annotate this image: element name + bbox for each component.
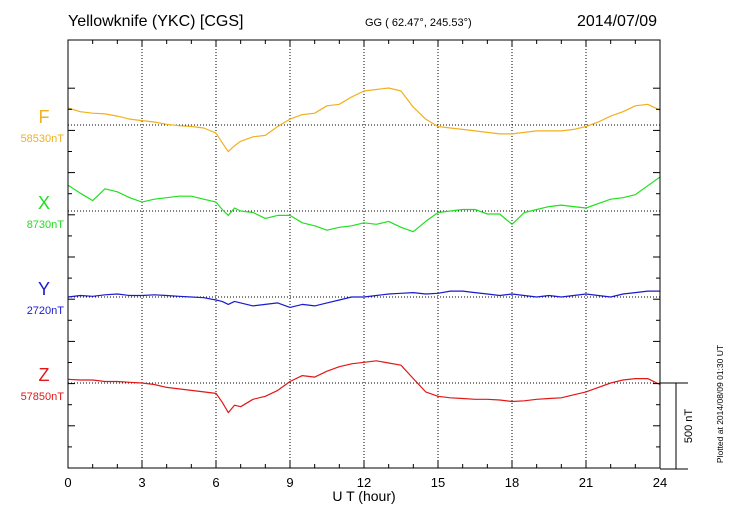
x-tick-label-15: 15 [431,475,445,490]
x-axis-label: U T (hour) [332,488,395,504]
coordinates-label: GG ( 62.47°, 245.53°) [365,17,472,29]
x-tick-label-18: 18 [505,475,519,490]
series-name-y: Y [38,279,50,299]
station-title: Yellowknife (YKC) [CGS] [68,13,243,30]
x-tick-label-6: 6 [212,475,219,490]
series-line-f [67,87,661,153]
x-tick-label-21: 21 [579,475,593,490]
series-name-z: Z [39,365,50,385]
series-name-f: F [39,107,50,127]
scale-bar-label: 500 nT [683,409,695,444]
series-layer [67,87,661,414]
series-line-z [67,360,661,414]
axis-ticks [67,40,661,468]
x-tick-label-3: 3 [138,475,145,490]
plotted-timestamp: Plotted at 2014/08/09 01:30 UT [715,345,725,463]
x-tick-label-9: 9 [286,475,293,490]
series-labels: F 58530nT X 8730nT Y 2720nT Z 57850nT [21,107,65,403]
x-tick-labels: 0 3 6 9 12 15 18 21 24 [64,475,667,490]
series-line-x [67,176,661,233]
series-line-y [67,290,660,308]
series-baseline-z: 57850nT [21,391,65,403]
x-tick-label-24: 24 [653,475,667,490]
grid-lines [141,40,587,468]
date-label: 2014/07/09 [577,13,657,30]
x-tick-label-12: 12 [357,475,371,490]
x-tick-label-0: 0 [64,475,71,490]
series-baseline-y: 2720nT [27,305,65,317]
scale-bar [660,382,688,470]
series-baseline-f: 58530nT [21,133,65,145]
series-baseline-x: 8730nT [27,219,65,231]
series-name-x: X [38,193,50,213]
